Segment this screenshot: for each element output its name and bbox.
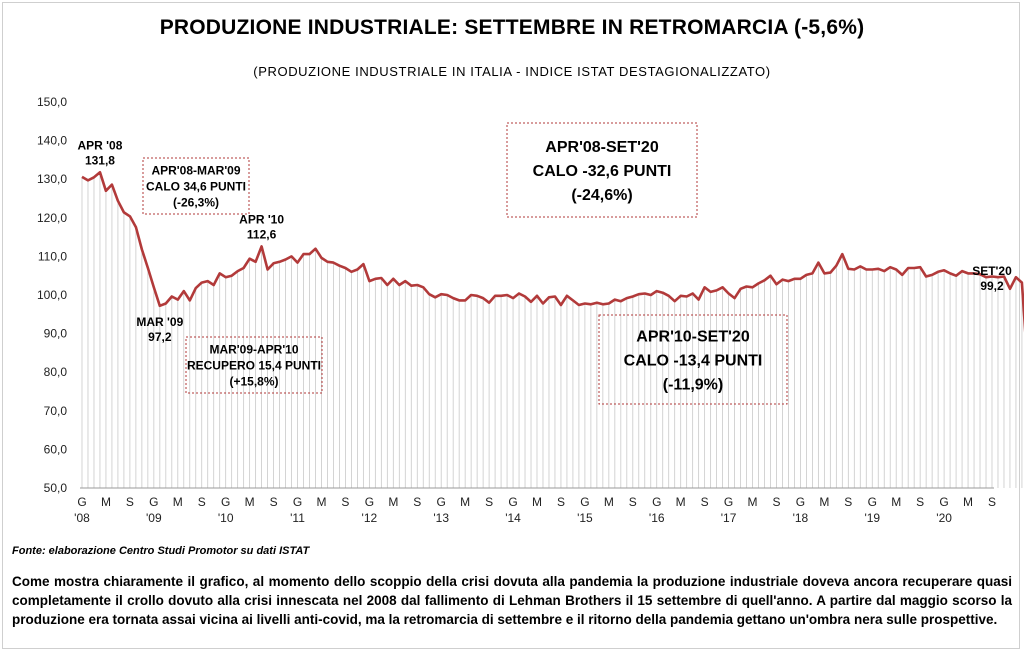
x-tick-label: G xyxy=(508,495,517,509)
y-tick-label: 60,0 xyxy=(44,442,68,456)
x-year-label: '19 xyxy=(864,511,880,525)
annotation-box-text: RECUPERO 15,4 PUNTI xyxy=(187,358,321,372)
x-tick-label: S xyxy=(341,495,349,509)
x-tick-label: M xyxy=(245,495,255,509)
annotation-box-text: (-11,9%) xyxy=(663,376,723,393)
x-tick-label: G xyxy=(221,495,230,509)
y-tick-label: 150,0 xyxy=(37,95,67,109)
x-tick-label: M xyxy=(460,495,470,509)
point-annotation: 112,6 xyxy=(247,227,277,241)
point-annotation: MAR '09 xyxy=(136,315,183,329)
annotation-box xyxy=(142,157,250,215)
y-tick-label: 100,0 xyxy=(37,288,67,302)
x-tick-label: G xyxy=(939,495,948,509)
y-tick-label: 120,0 xyxy=(37,211,67,225)
x-year-label: '10 xyxy=(218,511,234,525)
x-tick-label: S xyxy=(844,495,852,509)
x-year-label: '15 xyxy=(577,511,593,525)
x-tick-label: S xyxy=(701,495,709,509)
annotation-box-text: APR'08-SET'20 xyxy=(545,139,659,156)
x-year-label: '13 xyxy=(433,511,449,525)
chart-title: PRODUZIONE INDUSTRIALE: SETTEMBRE IN RET… xyxy=(159,16,865,39)
source-note: Fonte: elaborazione Centro Studi Promoto… xyxy=(12,545,310,557)
x-tick-label: S xyxy=(772,495,780,509)
point-annotation: 131,8 xyxy=(85,153,115,167)
x-tick-label: S xyxy=(413,495,421,509)
x-tick-label: M xyxy=(963,495,973,509)
y-tick-label: 70,0 xyxy=(44,404,68,418)
x-year-label: '12 xyxy=(362,511,378,525)
x-tick-label: G xyxy=(580,495,589,509)
line-chart: 50,0 60,0 70,0 80,0 90,0 100,0 110,0 120,0 130,0… xyxy=(37,95,1024,525)
x-year-label: '18 xyxy=(793,511,809,525)
x-year-label: '08 xyxy=(74,511,90,525)
point-annotation: 97,2 xyxy=(148,330,172,344)
annotation-box xyxy=(598,314,788,405)
x-tick-label: G xyxy=(365,495,374,509)
annotation-box-text: CALO 34,6 PUNTI xyxy=(146,179,246,193)
x-tick-label: M xyxy=(748,495,758,509)
x-tick-label: S xyxy=(485,495,493,509)
x-year-label: '16 xyxy=(649,511,665,525)
series-line xyxy=(81,171,1024,333)
x-tick-label: S xyxy=(270,495,278,509)
annotation-box-text: CALO -32,6 PUNTI xyxy=(533,163,672,180)
annotation-box xyxy=(506,122,698,218)
annotation-box-text: (-24,6%) xyxy=(571,187,632,204)
x-tick-label: M xyxy=(388,495,398,509)
annotation-box-text: APR'10-SET'20 xyxy=(636,328,750,345)
annotation-box-text: (+15,8%) xyxy=(229,374,278,388)
commentary-text: Come mostra chiaramente il grafico, al m… xyxy=(12,574,1012,627)
annotation-box xyxy=(185,336,323,394)
y-tick-label: 90,0 xyxy=(44,327,68,341)
x-year-label: '17 xyxy=(721,511,737,525)
x-tick-label: G xyxy=(652,495,661,509)
y-tick-label: 110,0 xyxy=(38,249,67,263)
x-tick-label: M xyxy=(819,495,829,509)
x-tick-label: G xyxy=(77,495,86,509)
x-tick-label: S xyxy=(988,495,996,509)
annotation-box-text: (-26,3%) xyxy=(173,195,219,209)
y-tick-label: 140,0 xyxy=(37,134,67,148)
y-tick-label: 50,0 xyxy=(44,481,68,495)
point-annotation: 99,2 xyxy=(980,279,1004,293)
x-tick-label: M xyxy=(316,495,326,509)
x-tick-label: G xyxy=(437,495,446,509)
point-annotation: APR '08 xyxy=(78,138,123,152)
x-tick-label: S xyxy=(126,495,134,509)
x-year-label: '14 xyxy=(505,511,521,525)
x-tick-label: M xyxy=(891,495,901,509)
chart-subtitle: (PRODUZIONE INDUSTRIALE IN ITALIA - INDI… xyxy=(253,64,771,79)
point-annotation: APR '10 xyxy=(239,212,284,226)
x-year-label: '11 xyxy=(290,511,305,525)
x-tick-label: G xyxy=(868,495,877,509)
x-tick-label: S xyxy=(916,495,924,509)
x-tick-label: M xyxy=(173,495,183,509)
x-tick-label: M xyxy=(101,495,111,509)
x-year-label: '20 xyxy=(936,511,952,525)
x-tick-label: S xyxy=(629,495,637,509)
annotation-box-text: CALO -13,4 PUNTI xyxy=(624,352,763,369)
x-tick-label: S xyxy=(198,495,206,509)
x-tick-label: M xyxy=(604,495,614,509)
y-tick-label: 130,0 xyxy=(37,172,67,186)
x-tick-label: M xyxy=(532,495,542,509)
x-tick-label: S xyxy=(557,495,565,509)
x-tick-label: G xyxy=(724,495,733,509)
annotation-box-text: APR'08-MAR'09 xyxy=(151,163,240,177)
x-tick-label: M xyxy=(676,495,686,509)
x-tick-label: G xyxy=(293,495,302,509)
x-tick-label: G xyxy=(796,495,805,509)
x-tick-label: G xyxy=(149,495,158,509)
y-tick-label: 80,0 xyxy=(44,365,68,379)
x-year-label: '09 xyxy=(146,511,162,525)
annotation-box-text: MAR'09-APR'10 xyxy=(209,342,298,356)
point-annotation: SET'20 xyxy=(972,264,1012,278)
